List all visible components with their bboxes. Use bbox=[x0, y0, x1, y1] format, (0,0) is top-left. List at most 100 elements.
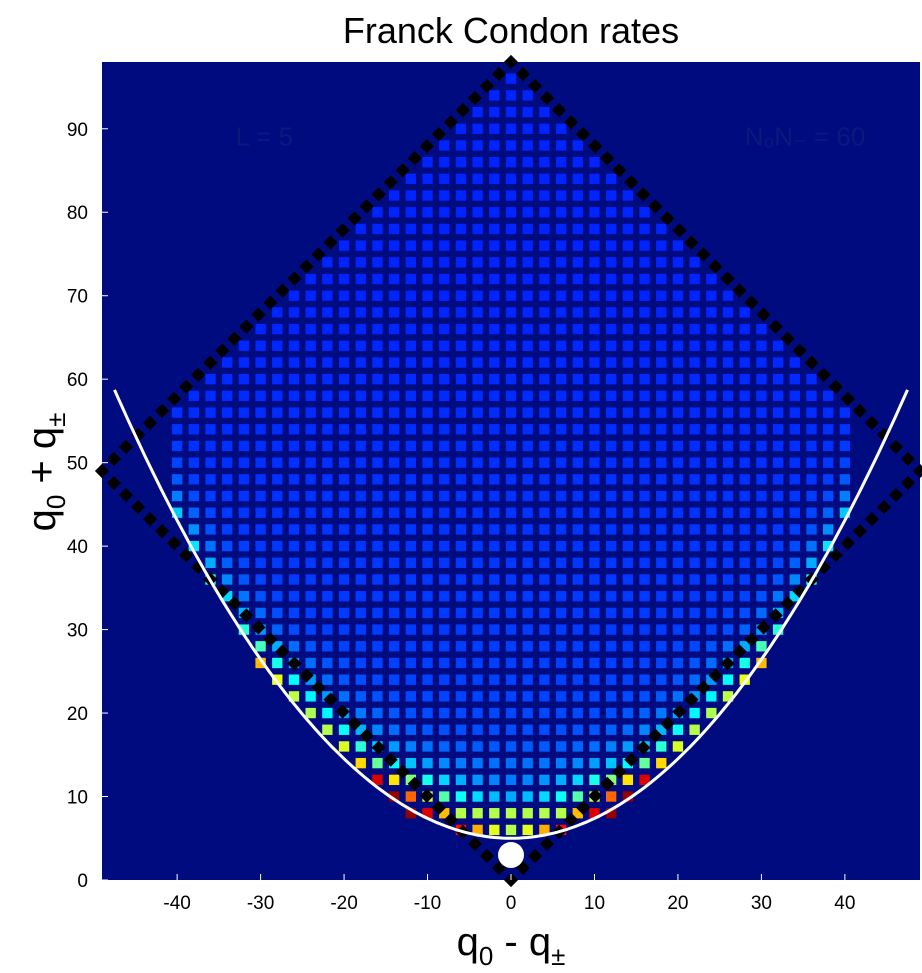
heatmap-cell bbox=[656, 440, 667, 452]
heatmap-cell bbox=[405, 657, 417, 669]
heatmap-cell bbox=[322, 707, 333, 719]
heatmap-cell bbox=[422, 440, 433, 452]
heatmap-cell bbox=[505, 774, 517, 786]
heatmap-cell bbox=[572, 323, 583, 335]
heatmap-cell bbox=[489, 591, 500, 602]
diamond-dot bbox=[612, 163, 627, 178]
heatmap-cell bbox=[789, 474, 800, 485]
heatmap-cell bbox=[322, 340, 333, 351]
diamond-dot bbox=[167, 536, 182, 551]
heatmap-cell bbox=[355, 624, 366, 635]
heatmap-cell bbox=[439, 624, 450, 635]
heatmap-cell bbox=[288, 440, 300, 452]
heatmap-cell bbox=[605, 808, 617, 819]
heatmap-cell bbox=[756, 374, 767, 385]
heatmap-cell bbox=[572, 140, 583, 151]
heatmap-cell bbox=[372, 574, 383, 585]
heatmap-cell bbox=[489, 440, 500, 452]
heatmap-cell bbox=[405, 290, 417, 301]
diamond-dot bbox=[900, 451, 916, 467]
heatmap-cell bbox=[439, 774, 450, 786]
heatmap-cell bbox=[605, 357, 617, 368]
heatmap-cell bbox=[706, 390, 717, 402]
heatmap-cell bbox=[572, 657, 583, 669]
heatmap-cell bbox=[405, 357, 417, 368]
heatmap-cell bbox=[522, 90, 533, 101]
diamond-dot bbox=[299, 259, 314, 274]
heatmap-cell bbox=[372, 207, 383, 218]
heatmap-cell bbox=[572, 791, 583, 802]
diamond-dot bbox=[672, 223, 687, 238]
heatmap-cell bbox=[722, 357, 734, 368]
y-tick-label: 60 bbox=[67, 370, 88, 391]
heatmap-cell bbox=[505, 724, 517, 735]
heatmap-cell bbox=[455, 457, 467, 468]
heatmap-cell bbox=[472, 757, 483, 769]
heatmap-cell bbox=[605, 323, 617, 335]
heatmap-cell bbox=[539, 457, 550, 468]
heatmap-cell bbox=[605, 791, 617, 802]
heatmap-cell bbox=[405, 257, 417, 268]
heatmap-cell bbox=[305, 440, 316, 452]
heatmap-cell bbox=[338, 474, 350, 485]
heatmap-cell bbox=[171, 440, 183, 452]
heatmap-cell bbox=[722, 440, 734, 452]
heatmap-cell bbox=[489, 123, 500, 134]
y-tick-label: 10 bbox=[67, 788, 88, 809]
heatmap-cell bbox=[222, 357, 233, 368]
heatmap-cell bbox=[422, 407, 433, 418]
heatmap-cell bbox=[489, 707, 500, 719]
heatmap-cell bbox=[338, 574, 350, 585]
heatmap-cell bbox=[605, 290, 617, 301]
heatmap-cell bbox=[489, 424, 500, 435]
heatmap-cell bbox=[706, 591, 717, 602]
heatmap-cell bbox=[589, 474, 600, 485]
heatmap-cell bbox=[255, 407, 266, 418]
heatmap-cell bbox=[338, 390, 350, 402]
heatmap-cell bbox=[539, 307, 550, 318]
heatmap-cell bbox=[605, 207, 617, 218]
heatmap-cell bbox=[505, 691, 517, 702]
heatmap-cell bbox=[689, 657, 700, 669]
heatmap-cell bbox=[739, 641, 750, 652]
heatmap-cell bbox=[472, 290, 483, 301]
heatmap-cell bbox=[455, 557, 467, 568]
heatmap-cell bbox=[789, 374, 800, 385]
heatmap-cell bbox=[288, 507, 300, 518]
heatmap-cell bbox=[806, 424, 817, 435]
heatmap-cell bbox=[605, 524, 617, 535]
heatmap-cell bbox=[672, 257, 684, 268]
heatmap-cell bbox=[756, 540, 767, 552]
heatmap-cell bbox=[622, 540, 634, 552]
heatmap-cell bbox=[522, 407, 533, 418]
heatmap-cell bbox=[572, 808, 583, 819]
heatmap-cell bbox=[455, 307, 467, 318]
heatmap-cell bbox=[539, 340, 550, 351]
diamond-dot bbox=[852, 524, 867, 539]
y-axis-label-sub-left: 0 bbox=[41, 495, 71, 509]
heatmap-cell bbox=[205, 390, 216, 402]
heatmap-cell bbox=[439, 290, 450, 301]
diamond-dot bbox=[768, 608, 783, 623]
heatmap-cell bbox=[589, 390, 600, 402]
heatmap-cell bbox=[305, 641, 316, 652]
heatmap-cell bbox=[522, 691, 533, 702]
diamond-dot bbox=[347, 211, 362, 226]
heatmap-cell bbox=[439, 240, 450, 251]
heatmap-cell bbox=[722, 574, 734, 585]
heatmap-cell bbox=[739, 440, 750, 452]
heatmap-cell bbox=[455, 207, 467, 218]
heatmap-cell bbox=[338, 591, 350, 602]
heatmap-cell bbox=[756, 390, 767, 402]
heatmap-cell bbox=[689, 607, 700, 619]
heatmap-cell bbox=[789, 540, 800, 552]
heatmap-cell bbox=[622, 707, 634, 719]
heatmap-cell bbox=[622, 457, 634, 468]
heatmap-cell bbox=[472, 123, 483, 134]
heatmap-cell bbox=[372, 507, 383, 518]
y-tick-label: 0 bbox=[77, 871, 88, 892]
heatmap-cell bbox=[372, 624, 383, 635]
heatmap-cell bbox=[589, 156, 600, 168]
heatmap-cell bbox=[372, 691, 383, 702]
heatmap-cell bbox=[222, 490, 233, 502]
